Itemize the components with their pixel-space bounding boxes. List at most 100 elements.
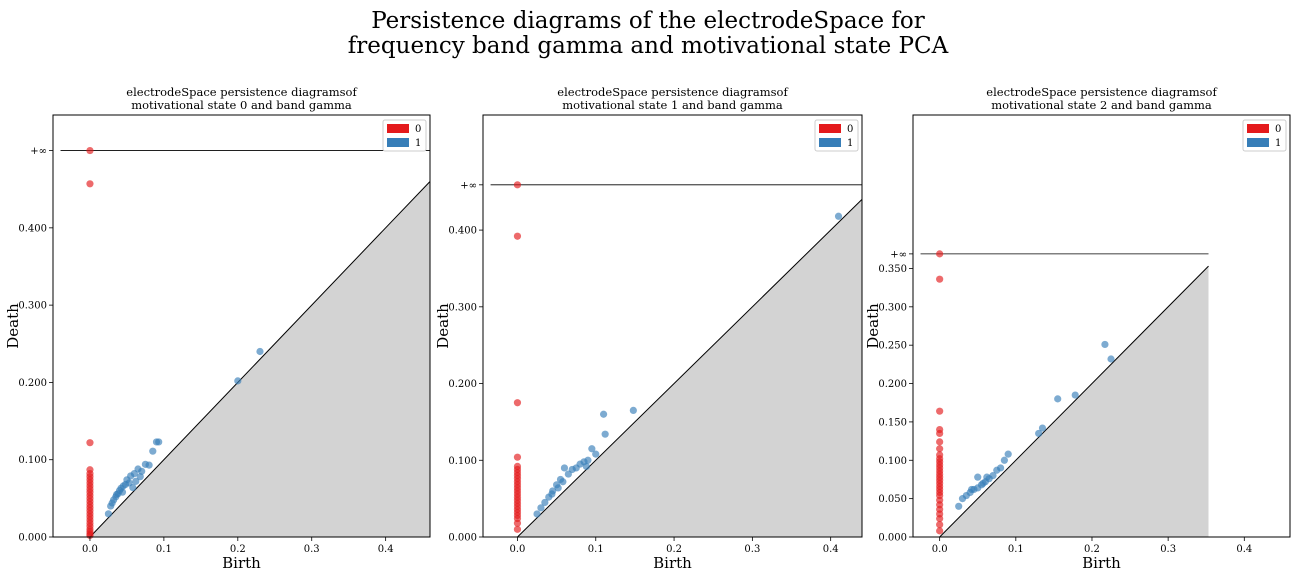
legend-label-1: 1 — [847, 138, 853, 149]
legend-swatch-0 — [819, 124, 841, 133]
point-h0 — [86, 180, 94, 188]
x-axis-label: Birth — [1082, 554, 1121, 572]
legend-swatch-1 — [1247, 138, 1269, 147]
point-h1 — [548, 490, 556, 498]
x-tick-label: 0.2 — [1084, 544, 1100, 555]
legend-swatch-1 — [819, 138, 841, 147]
point-h0 — [936, 275, 944, 283]
point-h0 — [936, 250, 944, 258]
legend-label-0: 0 — [847, 124, 853, 135]
point-h1 — [564, 470, 572, 478]
point-h0 — [513, 519, 522, 527]
y-tick-label: 0.000 — [18, 533, 47, 544]
panel-2: electrodeSpace persistence diagramsofmot… — [864, 85, 1291, 572]
x-tick-label: 0.0 — [510, 544, 526, 555]
point-h1 — [572, 464, 580, 472]
panel-title-line2: motivational state 1 and band gamma — [562, 98, 783, 112]
point-h0 — [513, 399, 522, 407]
diagonal-line — [939, 265, 1209, 538]
point-h1 — [129, 483, 137, 492]
point-h1 — [149, 447, 157, 455]
point-h1 — [582, 462, 590, 471]
x-axis-label: Birth — [653, 554, 692, 572]
y-tick-label: 0.000 — [448, 533, 477, 544]
point-h1 — [136, 473, 144, 481]
y-tick-label: 0.100 — [18, 455, 47, 466]
point-h1 — [145, 461, 153, 469]
point-h1 — [112, 490, 121, 499]
diagonal-line — [517, 199, 863, 538]
panel-title-line1: electrodeSpace persistence diagramsof — [126, 85, 357, 99]
point-h1 — [1071, 391, 1079, 399]
point-h1 — [979, 479, 987, 487]
legend-label-0: 0 — [415, 124, 421, 135]
panel-0: electrodeSpace persistence diagramsofmot… — [4, 85, 431, 572]
point-h1 — [601, 430, 609, 438]
point-h1 — [234, 377, 242, 385]
panel-title-line2: motivational state 2 and band gamma — [991, 98, 1212, 112]
x-tick-label: 0.1 — [156, 544, 172, 555]
y-tick-label: 0.200 — [18, 378, 47, 389]
point-h1 — [1000, 456, 1008, 464]
point-h0 — [936, 407, 944, 415]
point-h1 — [554, 484, 562, 492]
y-tick-label: 0.300 — [18, 301, 47, 312]
x-tick-label: 0.3 — [304, 544, 320, 555]
y-tick-label: 0.000 — [878, 533, 907, 544]
infinity-tick-label: +∞ — [460, 180, 477, 191]
point-h0 — [86, 439, 94, 447]
panel-title-line2: motivational state 0 and band gamma — [131, 98, 352, 112]
y-tick-label: 0.300 — [878, 302, 907, 313]
infinity-tick-label: +∞ — [890, 249, 907, 260]
y-tick-label: 0.050 — [878, 494, 907, 505]
point-h1 — [968, 485, 976, 494]
point-h0 — [513, 232, 522, 240]
legend-label-1: 1 — [415, 138, 421, 149]
point-h0 — [936, 445, 944, 453]
point-h1 — [993, 466, 1001, 474]
x-tick-label: 0.2 — [666, 544, 682, 555]
point-h1 — [560, 464, 569, 472]
point-h1 — [974, 473, 982, 481]
legend-swatch-1 — [387, 138, 409, 147]
x-tick-label: 0.0 — [82, 544, 98, 555]
y-tick-label: 0.250 — [878, 341, 907, 352]
legend-label-0: 0 — [1275, 124, 1281, 135]
y-axis-label: Death — [434, 303, 452, 349]
point-h1 — [599, 410, 608, 418]
point-h1 — [152, 438, 161, 446]
axes-frame — [52, 114, 431, 538]
y-tick-label: 0.300 — [448, 302, 477, 313]
x-tick-label: 0.3 — [1160, 544, 1176, 555]
point-h1 — [138, 467, 146, 475]
point-h1 — [107, 502, 115, 510]
panel-title-line1: electrodeSpace persistence diagramsof — [986, 85, 1217, 99]
point-h1 — [983, 473, 991, 481]
x-tick-label: 0.1 — [588, 544, 604, 555]
figure-title-line2: frequency band gamma and motivational st… — [348, 33, 949, 59]
point-h0 — [513, 453, 522, 461]
y-tick-label: 0.200 — [448, 379, 477, 390]
point-h1 — [533, 510, 541, 518]
point-h0 — [936, 429, 944, 438]
point-h1 — [559, 478, 567, 486]
x-tick-label: 0.4 — [823, 544, 839, 555]
y-axis-label: Death — [864, 303, 882, 349]
point-h1 — [1054, 395, 1062, 403]
point-h1 — [1038, 424, 1047, 432]
y-tick-label: 0.100 — [448, 456, 477, 467]
axes-frame — [482, 114, 863, 538]
y-tick-label: 0.100 — [878, 456, 907, 467]
point-h1 — [958, 495, 967, 503]
point-h1 — [629, 406, 637, 414]
point-h1 — [834, 212, 843, 220]
x-tick-label: 0.1 — [1008, 544, 1024, 555]
axes-frame — [912, 114, 1291, 538]
point-h1 — [132, 477, 140, 485]
point-h1 — [588, 445, 596, 453]
legend-swatch-0 — [387, 124, 409, 133]
x-tick-label: 0.0 — [932, 544, 948, 555]
y-tick-label: 0.150 — [878, 417, 907, 428]
point-h1 — [1035, 429, 1043, 438]
point-h1 — [1101, 340, 1109, 349]
